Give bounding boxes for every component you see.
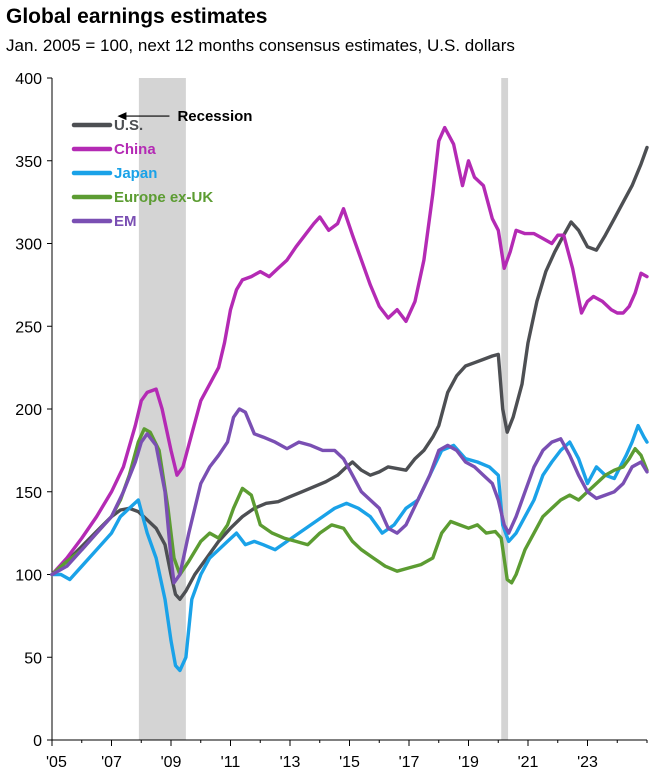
legend-label-em: EM (114, 213, 137, 230)
x-tick-label: '21 (518, 754, 539, 771)
recession-arrow-head (117, 112, 127, 121)
legend-label-china: China (114, 141, 156, 158)
x-tick-label: '09 (161, 754, 182, 771)
y-tick-label: 350 (15, 154, 42, 171)
x-tick-label: '19 (458, 754, 479, 771)
legend-label-europe-ex-uk: Europe ex-UK (114, 189, 213, 206)
y-tick-label: 250 (15, 319, 42, 336)
legend-label-u-s: U.S. (114, 117, 143, 134)
series-line-u-s (50, 145, 649, 601)
y-tick-label: 400 (15, 71, 42, 88)
chart-title: Global earnings estimates (6, 5, 268, 28)
legend-label-japan: Japan (114, 165, 157, 182)
series-line-em (50, 407, 649, 585)
y-tick-label: 50 (24, 650, 42, 667)
y-tick-label: 150 (15, 485, 42, 502)
recession-bands (138, 78, 509, 740)
axes: 0 50 100 150 200 250 300 350 400 '05 '07 '09 '11 '13 '… (15, 71, 648, 771)
x-tick-label: '11 (221, 754, 241, 771)
y-tick-label: 200 (15, 402, 42, 419)
x-tick-label: '13 (280, 754, 301, 771)
series-line-china (50, 125, 649, 577)
recession-label: Recession (177, 108, 252, 125)
x-tick-label: '07 (101, 754, 122, 771)
series-line-japan (50, 423, 649, 673)
x-tick-label: '23 (577, 754, 598, 771)
legend: U.S. China Japan Europe ex-UK EM (71, 117, 213, 230)
series-lines (50, 125, 649, 673)
x-tick-label: '17 (399, 754, 420, 771)
chart-subtitle: Jan. 2005 = 100, next 12 months consensu… (6, 36, 515, 55)
recession-band-2 (501, 78, 509, 740)
y-tick-label: 300 (15, 237, 42, 254)
x-tick-label: '05 (46, 754, 67, 771)
x-tick-label: '15 (339, 754, 360, 771)
y-tick-label: 100 (15, 568, 42, 585)
recession-annotation: Recession (117, 108, 252, 125)
y-tick-label: 0 (33, 733, 42, 750)
